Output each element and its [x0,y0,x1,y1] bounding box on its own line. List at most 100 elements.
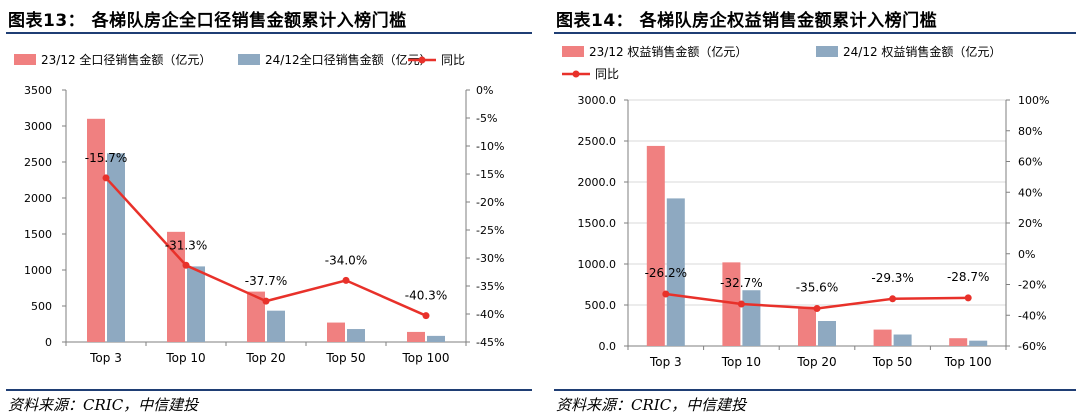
y-tick-label-left: 3000.0 [578,94,617,107]
y-tick-label-right: -30% [476,252,504,265]
yoy-point [889,295,897,303]
yoy-point [422,312,430,320]
yoy-point [964,294,972,302]
y-tick-label-left: 1000 [24,264,52,277]
x-tick-label: Top 20 [245,351,285,365]
yoy-data-label: -31.3% [165,238,207,252]
y-tick-label-right: -5% [476,112,497,125]
legend-label: 同比 [595,67,619,81]
bar-2024 [818,320,836,346]
y-tick-label-right: -45% [476,336,504,349]
legend-swatch [14,54,36,65]
legend-swatch-dot [572,70,580,78]
y-tick-label-left: 1500.0 [578,217,617,230]
y-tick-label-right: -20% [1018,279,1046,292]
yoy-data-label: -40.3% [405,289,447,303]
x-tick-label: Top 3 [649,355,682,369]
chart-panel-14: 图表14： 各梯队房企权益销售金额累计入榜门槛 0.0 500.0 1000.0 15… [548,0,1080,419]
y-tick-label-left: 500.0 [585,299,617,312]
y-tick-label-left: 2500.0 [578,135,617,148]
yoy-data-label: -26.2% [645,266,687,280]
y-tick-label-left: 3000 [24,120,52,133]
footer-rule [6,389,532,391]
yoy-data-label: -35.6% [796,280,838,294]
bar-2023 [407,331,425,342]
title-rule [554,32,1076,34]
y-tick-label-left: 2000 [24,192,52,205]
title-rule [6,32,532,34]
source-note: 资料来源：CRIC，中信建投 [8,396,199,414]
yoy-data-label: -15.7% [85,151,127,165]
bar-2024 [969,340,988,346]
yoy-point [102,174,110,182]
x-tick-label: Top 10 [721,355,761,369]
yoy-line [105,177,427,317]
y-tick-label-right: -15% [476,168,504,181]
yoy-point [342,276,350,284]
chart-title-13: 图表13： 各梯队房企全口径销售金额累计入榜门槛 [8,11,407,31]
y-tick-label-right: -10% [476,140,504,153]
yoy-data-label: -32.7% [720,276,762,290]
y-tick-label-left: 0.0 [599,340,617,353]
yoy-point [182,261,190,269]
y-tick-label-right: -20% [476,196,504,209]
legend-swatch [562,46,584,57]
chart-13: 0 500 1000 1500 2000 2500 3000 3500 -45% -40% -35%… [14,52,504,365]
x-tick-label: Top 100 [944,355,992,369]
y-tick-label-left: 3500 [24,84,52,97]
yoy-point [262,297,270,305]
legend-swatch [238,54,260,65]
yoy-data-label: -29.3% [871,271,913,285]
yoy-data-label: -28.7% [947,270,989,284]
x-tick-label: Top 3 [89,351,122,365]
y-tick-label-left: 1500 [24,228,52,241]
y-tick-label-right: -25% [476,224,504,237]
bar-2023 [722,262,741,346]
bar-2024 [666,198,685,346]
yoy-point [737,300,745,308]
y-tick-label-right: -35% [476,280,504,293]
y-tick-label-left: 0 [45,336,52,349]
bar-2023 [646,145,665,346]
legend-swatch [816,46,838,57]
footer-rule [554,389,1076,391]
x-tick-label: Top 50 [325,351,365,365]
y-tick-label-right: 0% [476,84,493,97]
bar-2024 [347,329,365,342]
yoy-data-label: -34.0% [325,253,367,267]
y-tick-label-left: 500 [31,300,52,313]
bar-2023 [247,291,265,342]
source-note: 资料来源：CRIC，中信建投 [556,396,747,414]
legend-swatch-dot [418,56,426,64]
y-tick-label-right: 0% [1018,248,1035,261]
legend-label: 23/12 权益销售金额（亿元） [589,44,747,59]
y-tick-label-right: 80% [1018,125,1042,138]
legend-label: 24/12全口径销售金额（亿元） [265,52,432,67]
x-tick-label: Top 50 [872,355,912,369]
y-tick-label-right: 60% [1018,156,1042,169]
bar-2024 [893,334,912,346]
yoy-point [662,290,670,298]
bar-2023 [798,306,816,346]
chart-14: 0.0 500.0 1000.0 1500.0 2000.0 2500.0 3000.0 -6… [562,44,1049,369]
y-tick-label-left: 2500 [24,156,52,169]
legend-label: 23/12 全口径销售金额（亿元） [41,52,211,67]
bar-2023 [327,322,345,342]
legend-label: 同比 [441,53,465,67]
y-tick-label-right: -60% [1018,340,1046,353]
bar-2023 [87,118,105,342]
legend-label: 24/12 权益销售金额（亿元） [843,44,1001,59]
y-tick-label-left: 2000.0 [578,176,617,189]
x-tick-label: Top 10 [165,351,205,365]
x-tick-label: Top 20 [796,355,836,369]
bar-2023 [873,329,892,346]
bar-2024 [267,310,285,342]
x-tick-label: Top 100 [402,351,450,365]
y-tick-label-right: 100% [1018,94,1049,107]
yoy-point [813,304,821,312]
y-tick-label-right: 20% [1018,217,1042,230]
bar-2024 [187,266,205,342]
bar-2024 [427,335,445,342]
bar-2023 [949,338,968,346]
bar-2024 [107,153,125,342]
